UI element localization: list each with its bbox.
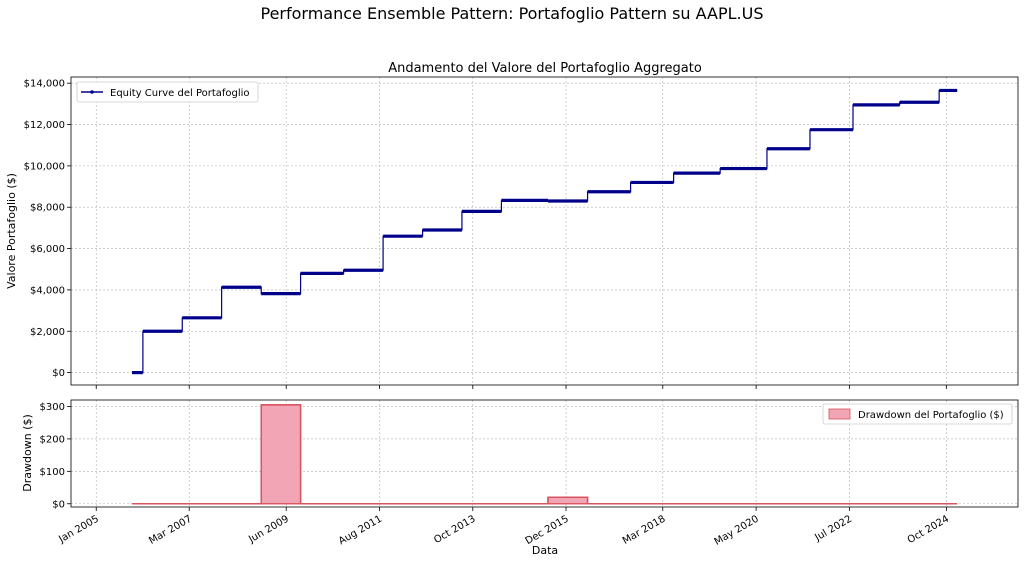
y-tick-label: $12,000 bbox=[24, 120, 65, 131]
equity-y-ticks: $0 $2,000 $4,000 $6,000 $8,000 $10,000 $12,000… bbox=[24, 79, 71, 379]
drawdown-legend-label: Drawdown del Portafoglio ($) bbox=[858, 410, 1004, 421]
equity-legend: Equity Curve del Portafoglio bbox=[76, 81, 259, 103]
y-tick-label: $2,000 bbox=[30, 327, 65, 338]
equity-marks bbox=[132, 88, 958, 375]
x-tick-label: Mar 2007 bbox=[147, 514, 194, 547]
y-tick-label: $10,000 bbox=[24, 161, 65, 172]
y-tick-label: $14,000 bbox=[24, 79, 65, 90]
equity-panel-title: Andamento del Valore del Portafoglio Agg… bbox=[388, 61, 702, 76]
x-tick-label: Jun 2009 bbox=[246, 514, 291, 546]
y-tick-label: $0 bbox=[52, 368, 65, 379]
x-tick-label: Oct 2013 bbox=[432, 514, 477, 546]
equity-legend-box bbox=[76, 81, 259, 103]
drawdown-x-ticks: Jan 2005 Mar 2007 Jun 2009 Aug 2011 Oct 2013… bbox=[56, 507, 951, 548]
drawdown-legend: Drawdown del Portafoglio ($) bbox=[822, 403, 1013, 425]
equity-y-axis-label: Valore Portafoglio ($) bbox=[5, 173, 18, 289]
drawdown-plot-frame bbox=[70, 399, 1019, 508]
x-tick-label: Oct 2024 bbox=[906, 514, 951, 546]
y-tick-label: $200 bbox=[40, 434, 65, 445]
x-tick-label: Jan 2005 bbox=[56, 514, 101, 546]
drawdown-step bbox=[547, 496, 589, 505]
drawdown-y-ticks: $0 $100 $200 $300 bbox=[40, 402, 71, 510]
y-tick-label: $8,000 bbox=[30, 203, 65, 214]
figure-suptitle: Performance Ensemble Pattern: Portafogli… bbox=[261, 4, 764, 23]
equity-x-ticks bbox=[95, 385, 947, 389]
drawdown-panel: $0 $100 $200 $300 Jan 2005 Mar 2007 Jun 2009 A… bbox=[21, 399, 1019, 557]
drawdown-step bbox=[260, 404, 302, 505]
equity-panel: Andamento del Valore del Portafoglio Agg… bbox=[5, 61, 1019, 389]
equity-plot-frame bbox=[70, 76, 1019, 386]
equity-grid bbox=[71, 77, 1018, 385]
equity-curve-line bbox=[132, 89, 958, 374]
x-tick-label: Mar 2018 bbox=[621, 514, 668, 547]
drawdown-marks bbox=[132, 404, 958, 505]
y-tick-label: $100 bbox=[40, 467, 65, 478]
y-tick-label: $6,000 bbox=[30, 244, 65, 255]
drawdown-legend-box bbox=[822, 403, 1013, 425]
x-tick-label: Aug 2011 bbox=[337, 514, 384, 548]
drawdown-legend-swatch bbox=[828, 408, 851, 420]
y-tick-label: $0 bbox=[52, 499, 65, 510]
x-tick-label: May 2020 bbox=[713, 514, 761, 548]
x-tick-label: Jul 2022 bbox=[812, 514, 854, 544]
equity-legend-label: Equity Curve del Portafoglio bbox=[110, 88, 250, 99]
equity-legend-marker bbox=[90, 90, 94, 94]
y-tick-label: $300 bbox=[40, 402, 65, 413]
x-axis-label: Data bbox=[532, 544, 558, 557]
drawdown-y-axis-label: Drawdown ($) bbox=[21, 414, 34, 492]
drawdown-area bbox=[132, 404, 958, 504]
y-tick-label: $4,000 bbox=[30, 285, 65, 296]
x-tick-label: Dec 2015 bbox=[524, 514, 571, 548]
